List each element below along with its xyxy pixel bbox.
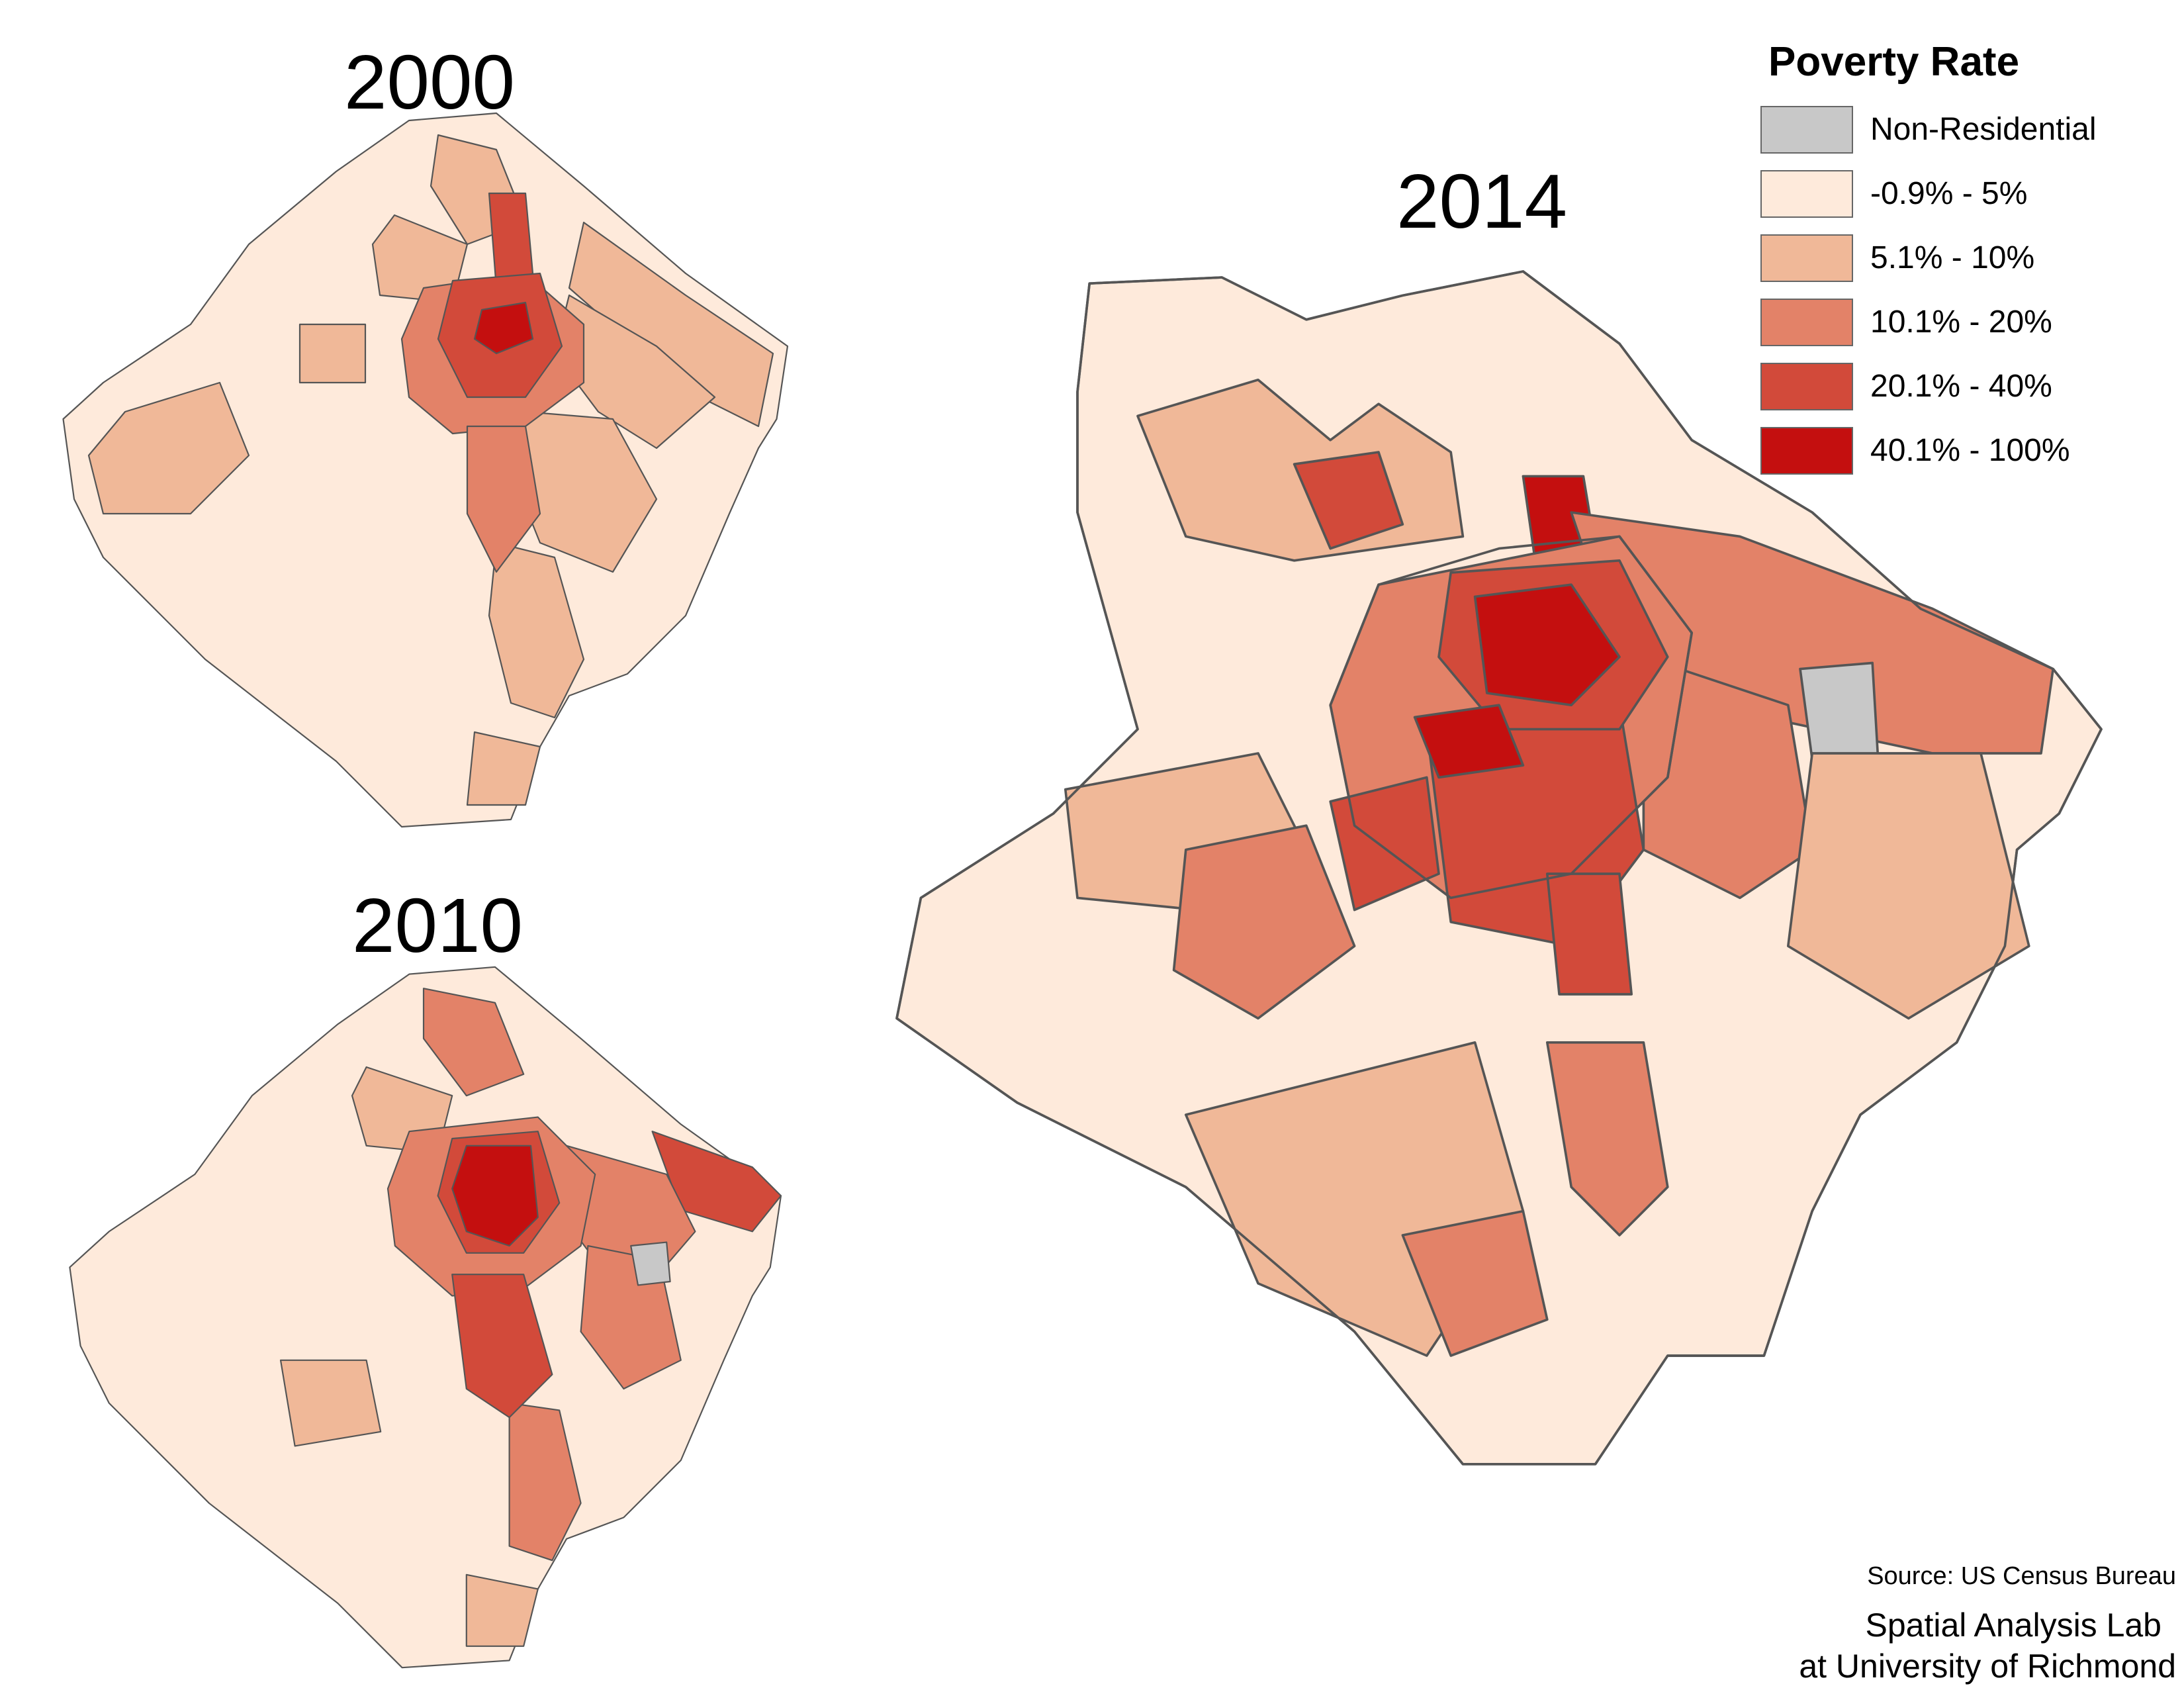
tract-south-mid	[1401, 1209, 1549, 1357]
tract-north-b	[371, 214, 469, 304]
map-title-2000: 2000	[344, 39, 516, 125]
tract-core-center	[1473, 583, 1621, 707]
legend-item-40-100: 40.1% - 100%	[1760, 418, 2171, 483]
tract-south-corridor	[508, 1402, 582, 1562]
legend-title: Poverty Rate	[1768, 39, 2020, 85]
legend-label: 5.1% - 10%	[1870, 240, 2035, 275]
map-title-2014: 2014	[1396, 158, 1568, 244]
legend-swatch	[1760, 362, 1853, 410]
lab-credit-line2: at University of Richmond	[1799, 1648, 2176, 1685]
tract-core-center	[451, 1145, 539, 1247]
tract-south-corridor	[488, 541, 585, 719]
tract-west-block	[279, 1359, 382, 1447]
poverty-map-2000	[62, 112, 789, 828]
tract-core-south	[466, 425, 541, 573]
legend-label: Non-Residential	[1870, 112, 2097, 147]
tracts-group	[62, 112, 789, 828]
legend: Poverty Rate Non-Residential -0.9% - 5% …	[1760, 38, 2171, 483]
tract-east-south	[1642, 655, 1814, 900]
legend-item-10-20: 10.1% - 20%	[1760, 290, 2171, 354]
tract-core-south	[451, 1274, 553, 1419]
tracts-group	[895, 270, 2103, 1466]
tracts-group	[69, 966, 782, 1669]
legend-label: 10.1% - 20%	[1870, 305, 2052, 340]
tract-core-west-red	[1329, 776, 1440, 912]
tract-central-west	[298, 323, 367, 384]
poverty-map-2010	[69, 966, 782, 1669]
city-boundary	[1329, 535, 1694, 900]
legend-swatch	[1760, 426, 1853, 475]
legend-label: -0.9% - 5%	[1870, 176, 2028, 211]
legend-item-non-residential: Non-Residential	[1760, 97, 2171, 162]
source-credit: Source: US Census Bureau	[1867, 1562, 2176, 1590]
tract-south-pocket	[465, 1573, 539, 1647]
tract-core-southwest-dark	[1413, 704, 1525, 779]
tract-north-spine	[488, 192, 534, 289]
legend-swatch	[1760, 298, 1853, 346]
tract-non-residential	[1799, 661, 1880, 767]
tract-north-a	[422, 988, 525, 1097]
legend-item-20-40: 20.1% - 40%	[1760, 354, 2171, 418]
legend-swatch	[1760, 105, 1853, 154]
legend-swatch	[1760, 234, 1853, 282]
tract-outer-region	[69, 966, 782, 1669]
legend-item-0-5: -0.9% - 5%	[1760, 162, 2171, 226]
legend-label: 20.1% - 40%	[1870, 369, 2052, 404]
tract-northeast	[568, 221, 774, 428]
tract-west-mid	[1172, 824, 1356, 1020]
tract-south-pocket	[466, 731, 541, 806]
tract-south-corridor	[1545, 1041, 1669, 1237]
tract-east-large	[1786, 752, 2030, 1020]
legend-swatch	[1760, 169, 1853, 218]
tract-north-red	[1293, 451, 1404, 550]
legend-item-5-10: 5.1% - 10%	[1760, 226, 2171, 290]
legend-label: 40.1% - 100%	[1870, 433, 2070, 468]
tract-west-block	[87, 381, 250, 515]
tract-core-center	[473, 301, 534, 355]
poverty-map-2014	[895, 270, 2103, 1466]
tract-non-residential	[630, 1241, 671, 1286]
lab-credit-line1: Spatial Analysis Lab	[1865, 1607, 2161, 1644]
county-boundary	[895, 270, 2103, 1466]
map-title-2010: 2010	[352, 882, 523, 968]
tract-south-red	[1545, 872, 1633, 996]
